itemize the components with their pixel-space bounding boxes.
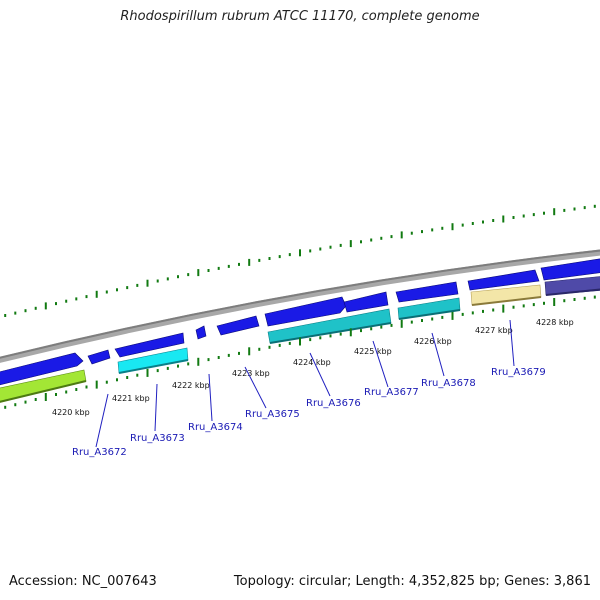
outer-dotted-ring <box>4 204 596 317</box>
accession-text: Accession: NC_007643 <box>9 574 157 589</box>
gene-arrow[interactable] <box>87 349 111 365</box>
gene-arrow[interactable] <box>264 296 347 327</box>
gene-arrow[interactable] <box>540 258 600 281</box>
gene-arrow[interactable] <box>467 269 540 291</box>
gene-label[interactable]: Rru_A3673 <box>130 433 185 444</box>
scale-tick-label: 4225 kbp <box>354 347 392 356</box>
genome-backbone <box>0 249 600 363</box>
gene-arrow[interactable] <box>114 332 185 358</box>
gene-arrow[interactable] <box>216 315 260 336</box>
scale-tick-label: 4223 kbp <box>232 369 270 378</box>
scale-tick-label: 4228 kbp <box>536 318 574 327</box>
genome-summary-text: Topology: circular; Length: 4,352,825 bp… <box>233 574 591 589</box>
gene-arrow[interactable] <box>195 325 207 340</box>
scale-ticks: 4220 kbp 4221 kbp 4222 kbp 4223 kbp 4224… <box>52 318 574 417</box>
gene-labels: Rru_A3672 Rru_A3673 Rru_A3674 Rru_A3675 … <box>72 367 546 458</box>
reverse-strand-genes <box>0 276 600 403</box>
gene-label[interactable]: Rru_A3676 <box>306 398 361 409</box>
gene-arrow[interactable] <box>395 281 459 303</box>
gene-label[interactable]: Rru_A3672 <box>72 447 127 458</box>
scale-tick-label: 4221 kbp <box>112 394 150 403</box>
scale-tick-label: 4226 kbp <box>414 337 452 346</box>
gene-label[interactable]: Rru_A3674 <box>188 422 243 433</box>
scale-tick-label: 4222 kbp <box>172 381 210 390</box>
map-title: Rhodospirillum rubrum ATCC 11170, comple… <box>120 9 480 24</box>
forward-strand-genes <box>0 258 600 386</box>
gene-label[interactable]: Rru_A3678 <box>421 378 476 389</box>
gene-label[interactable]: Rru_A3677 <box>364 387 419 398</box>
gene-leader-lines <box>95 319 515 448</box>
scale-tick-label: 4227 kbp <box>475 326 513 335</box>
gene-arrow[interactable] <box>0 352 84 386</box>
scale-tick-label: 4224 kbp <box>293 358 331 367</box>
scale-tick-label: 4220 kbp <box>52 408 90 417</box>
gene-label[interactable]: Rru_A3675 <box>245 409 300 420</box>
inner-dotted-ring <box>4 295 596 409</box>
gene-label[interactable]: Rru_A3679 <box>491 367 546 378</box>
gene-arrow[interactable] <box>343 291 389 313</box>
